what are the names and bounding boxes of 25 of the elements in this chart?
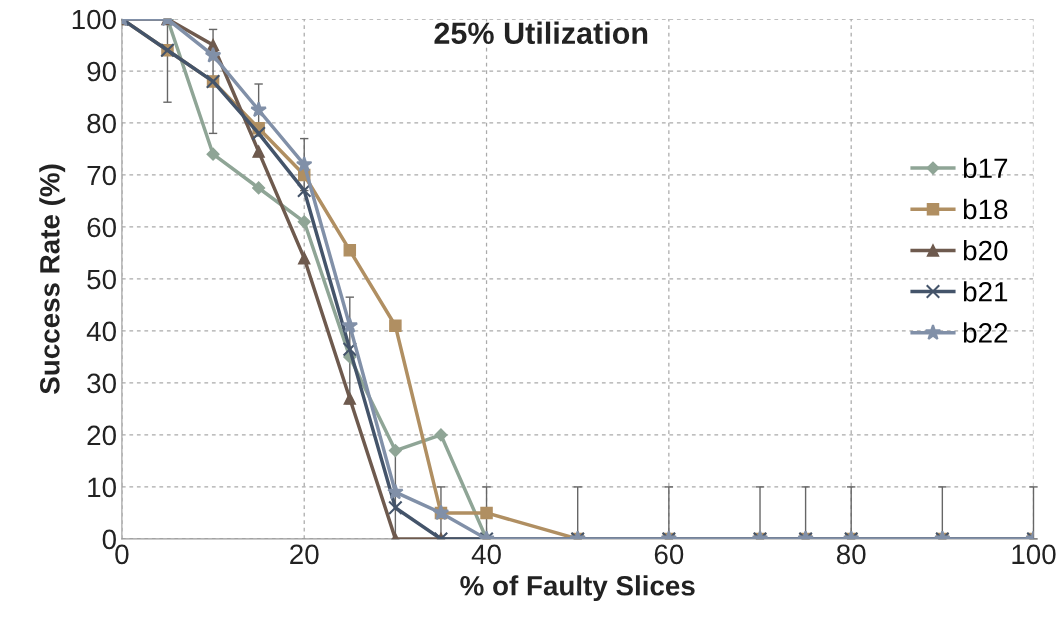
legend-label: b20 xyxy=(963,240,1008,261)
x-axis-title: % of Faulty Slices xyxy=(460,575,695,602)
y-tick-label: 80 xyxy=(87,113,116,134)
y-tick-label: 90 xyxy=(87,61,116,82)
y-tick-label: 60 xyxy=(87,217,116,238)
y-tick-label: 100 xyxy=(72,9,116,30)
y-tick-label: 50 xyxy=(87,269,116,290)
x-tick-label: 20 xyxy=(290,544,319,565)
x-tick-label: 0 xyxy=(115,544,129,565)
legend-label: b18 xyxy=(963,198,1008,220)
legend-label: b21 xyxy=(963,281,1008,302)
y-tick-label: 30 xyxy=(87,373,116,394)
legend-label: b17 xyxy=(963,157,1008,179)
y-axis-title: Success Rate (%) xyxy=(39,164,66,394)
chart-title: 25% Utilization xyxy=(434,21,648,45)
x-tick-label: 60 xyxy=(654,544,684,565)
y-tick-label: 0 xyxy=(102,529,116,550)
y-tick-label: 10 xyxy=(88,477,116,498)
y-tick-label: 40 xyxy=(86,321,116,342)
x-tick-label: 100 xyxy=(1012,544,1056,565)
y-tick-label: 70 xyxy=(87,165,116,186)
legend-label: b22 xyxy=(963,322,1008,343)
y-tick-label: 20 xyxy=(87,425,116,446)
x-tick-label: 80 xyxy=(836,544,866,565)
x-tick-label: 40 xyxy=(471,544,501,565)
